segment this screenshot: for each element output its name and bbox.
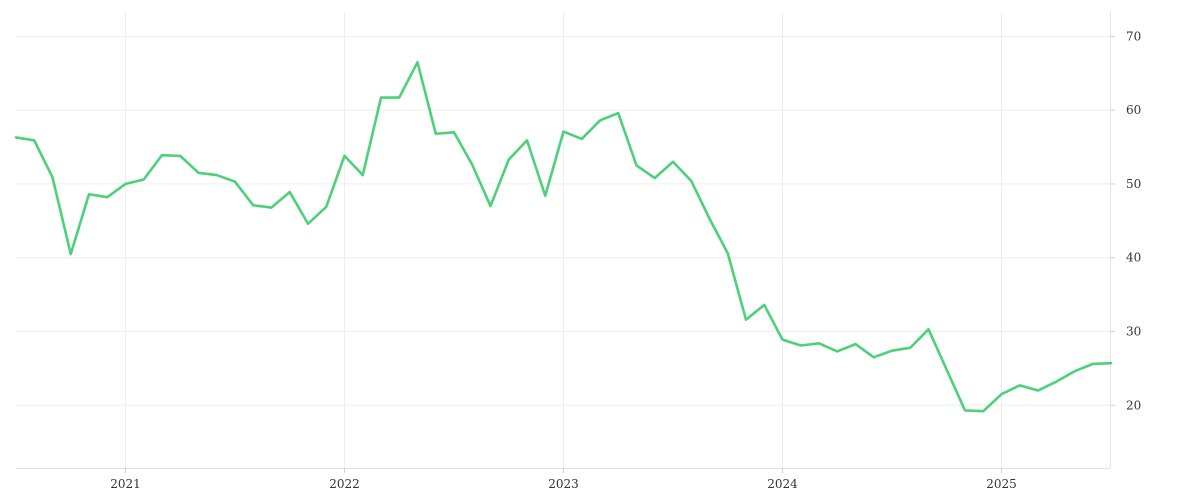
y-tick-label: 20 (1126, 398, 1141, 412)
y-tick-label: 40 (1126, 251, 1141, 265)
x-tick-label: 2021 (110, 477, 141, 491)
y-tick-label: 50 (1126, 177, 1141, 191)
series-line (14, 60, 1113, 413)
y-tick-label: 70 (1126, 29, 1141, 43)
x-axis-ticks: 2021 2022 2023 2024 2025 (110, 468, 1017, 491)
y-tick-label: 30 (1126, 324, 1141, 338)
grid (16, 12, 1110, 468)
x-tick-label: 2022 (329, 477, 360, 491)
y-axis-ticks: 20 30 40 50 60 70 (1110, 29, 1141, 412)
x-tick-label: 2023 (548, 477, 579, 491)
x-tick-label: 2025 (986, 477, 1017, 491)
series-group (14, 60, 1113, 413)
y-tick-label: 60 (1126, 103, 1141, 117)
x-tick-label: 2024 (767, 477, 798, 491)
